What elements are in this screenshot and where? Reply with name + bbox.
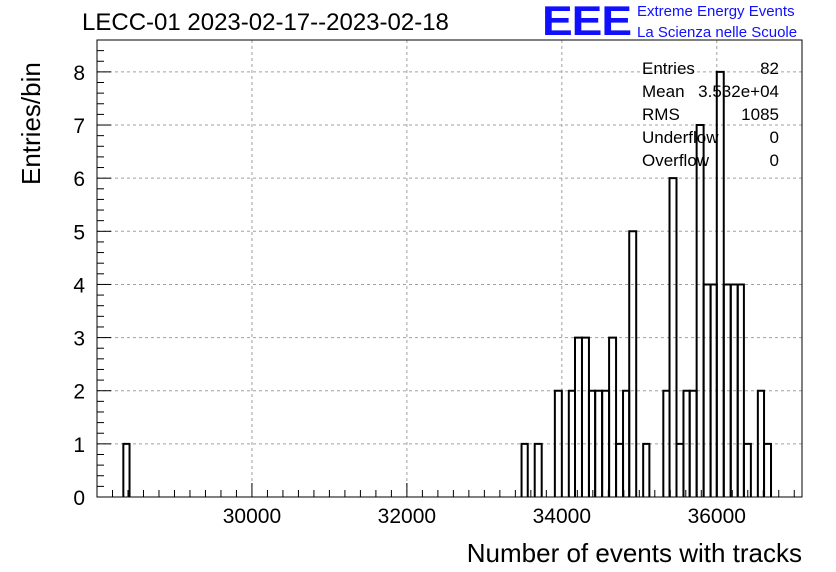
- histogram-bin: [520, 442, 529, 497]
- x-tick-label: 34000: [533, 505, 591, 528]
- logo-line-2: La Scienza nelle Scuole: [637, 24, 798, 41]
- y-tick-label: 5: [73, 221, 85, 244]
- y-tick-label: 0: [73, 487, 85, 510]
- histogram-bars: [122, 70, 773, 497]
- chart-title: LECC-01 2023-02-17--2023-02-18: [82, 9, 449, 36]
- histogram-bin: [736, 283, 745, 497]
- histogram-bin: [675, 442, 685, 497]
- eee-logo: EEE: [542, 0, 632, 45]
- histogram-bin: [742, 442, 752, 497]
- stats-value: 3.532e+04: [698, 82, 779, 101]
- x-tick-label: 32000: [378, 505, 436, 528]
- stats-label: RMS: [642, 105, 680, 124]
- histogram-bin: [122, 442, 131, 497]
- stats-value: 1085: [741, 105, 779, 124]
- stats-label: Mean: [642, 82, 685, 101]
- x-axis-label: Number of events with tracks: [466, 538, 802, 568]
- y-tick-label: 4: [73, 274, 85, 297]
- y-tick-label: 7: [73, 115, 85, 138]
- y-tick-label: 3: [73, 328, 85, 351]
- histogram-bin: [668, 177, 678, 497]
- histogram-bin: [615, 442, 625, 497]
- histogram-bin: [763, 442, 773, 497]
- y-tick-label: 8: [73, 62, 85, 85]
- plot-frame: [96, 39, 803, 498]
- axes: 30000 32000 34000 36000 0 1 2 3 4 5 6 7 8: [73, 39, 803, 528]
- stats-label: Underflow: [642, 128, 719, 147]
- histogram-bin: [574, 336, 583, 497]
- y-tick-label: 2: [73, 381, 85, 404]
- x-tick-label: 36000: [688, 505, 746, 528]
- histogram-bin: [695, 124, 705, 497]
- y-tick-label: 1: [73, 434, 85, 457]
- y-tick-label: 6: [73, 168, 85, 191]
- stats-label: Entries: [642, 59, 695, 78]
- histogram-bin: [608, 336, 618, 497]
- stats-value: 82: [760, 59, 779, 78]
- histogram-bin: [580, 336, 590, 497]
- stats-label: Overflow: [642, 151, 710, 170]
- histogram-bin: [642, 442, 651, 497]
- histogram-bin: [533, 442, 543, 497]
- stats-value: 0: [769, 128, 779, 147]
- histogram-bin: [553, 389, 563, 497]
- logo-line-1: Extreme Energy Events: [637, 3, 795, 20]
- histogram-bin: [628, 230, 638, 497]
- stats-value: 0: [769, 151, 779, 170]
- x-tick-label: 30000: [223, 505, 281, 528]
